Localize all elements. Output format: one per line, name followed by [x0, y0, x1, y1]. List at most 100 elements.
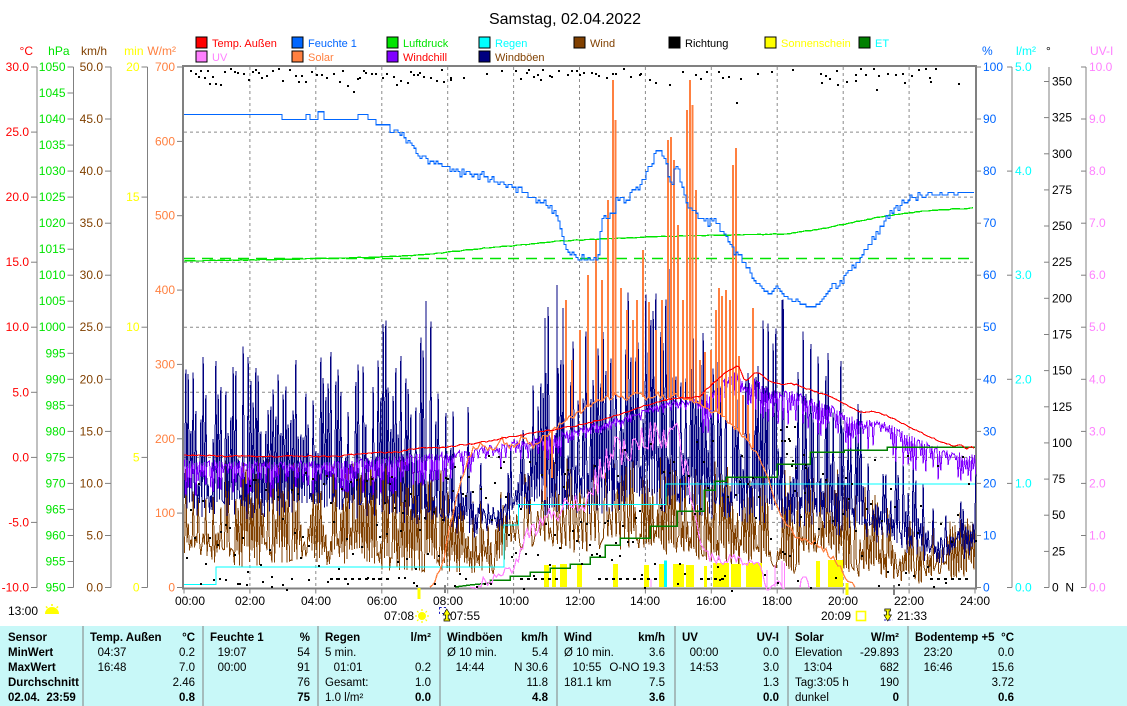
svg-text:955: 955: [45, 555, 65, 569]
svg-text:0.0: 0.0: [1089, 581, 1106, 595]
svg-text:Regen: Regen: [325, 632, 360, 644]
svg-text:50.0: 50.0: [80, 60, 104, 74]
svg-text:l/m²: l/m²: [1016, 44, 1036, 58]
svg-text:UV-I: UV-I: [757, 632, 779, 644]
svg-text:0.0: 0.0: [415, 692, 431, 704]
svg-text:50: 50: [983, 320, 997, 334]
svg-text:00:00: 00:00: [175, 594, 205, 608]
svg-text:Feuchte 1: Feuchte 1: [210, 632, 264, 644]
svg-text:Sensor: Sensor: [8, 632, 48, 644]
svg-text:Temp. Außen: Temp. Außen: [212, 38, 277, 50]
svg-text:1030: 1030: [39, 164, 66, 178]
svg-text:21:33: 21:33: [897, 609, 927, 623]
svg-text:75: 75: [297, 692, 310, 704]
svg-text:°C: °C: [182, 632, 195, 644]
svg-text:25.0: 25.0: [6, 125, 30, 139]
svg-text:14:53: 14:53: [690, 662, 719, 674]
svg-text:20.0: 20.0: [80, 372, 104, 386]
svg-text:190: 190: [880, 677, 899, 689]
svg-text:5.0: 5.0: [1015, 60, 1032, 74]
svg-text:6.0: 6.0: [1089, 268, 1106, 282]
svg-text:16:48: 16:48: [98, 662, 127, 674]
svg-text:km/h: km/h: [521, 632, 548, 644]
svg-text:35.0: 35.0: [80, 216, 104, 230]
svg-text:950: 950: [45, 581, 65, 595]
svg-text:UV: UV: [682, 632, 698, 644]
svg-text:0.8: 0.8: [179, 692, 196, 704]
svg-text:4.0: 4.0: [1089, 372, 1106, 386]
svg-text:01:01: 01:01: [334, 662, 363, 674]
svg-text:960: 960: [45, 529, 65, 543]
svg-text:1.3: 1.3: [763, 677, 779, 689]
svg-text:-29.893: -29.893: [860, 647, 899, 659]
svg-text:km/h: km/h: [638, 632, 665, 644]
svg-text:Richtung: Richtung: [685, 38, 728, 50]
svg-text:3.72: 3.72: [992, 677, 1014, 689]
svg-text:15.0: 15.0: [80, 424, 104, 438]
svg-text:0.2: 0.2: [415, 662, 431, 674]
svg-text:5.0: 5.0: [12, 385, 29, 399]
svg-text:Elevation: Elevation: [795, 647, 842, 659]
svg-text:80: 80: [983, 164, 997, 178]
svg-text:1.0: 1.0: [415, 677, 431, 689]
svg-text:90: 90: [983, 112, 997, 126]
svg-text:970: 970: [45, 476, 65, 490]
svg-text:0.0: 0.0: [763, 647, 779, 659]
svg-text:Windchill: Windchill: [403, 52, 447, 64]
svg-text:10.0: 10.0: [80, 476, 104, 490]
svg-text:70: 70: [983, 216, 997, 230]
svg-text:0.0: 0.0: [1015, 581, 1032, 595]
svg-text:0 N: 0 N: [1052, 581, 1074, 595]
svg-text:275: 275: [1052, 183, 1072, 197]
svg-text:min: min: [124, 44, 143, 58]
svg-text:300: 300: [1052, 147, 1072, 161]
svg-text:75: 75: [1052, 472, 1066, 486]
svg-text:00:00: 00:00: [218, 662, 247, 674]
svg-text:20:00: 20:00: [828, 594, 858, 608]
svg-text:Ø 10 min.: Ø 10 min.: [564, 647, 614, 659]
svg-text:5.4: 5.4: [532, 647, 549, 659]
svg-text:°C: °C: [20, 44, 34, 58]
svg-text:°C: °C: [1001, 632, 1014, 644]
svg-text:1000: 1000: [39, 320, 66, 334]
svg-text:19:07: 19:07: [218, 647, 247, 659]
svg-text:40.0: 40.0: [80, 164, 104, 178]
svg-text:23:20: 23:20: [924, 647, 953, 659]
svg-text:15.0: 15.0: [6, 255, 30, 269]
svg-text:54: 54: [297, 647, 310, 659]
svg-text:12:00: 12:00: [565, 594, 595, 608]
svg-text:400: 400: [155, 283, 175, 297]
svg-text:UV-I: UV-I: [1090, 44, 1113, 58]
svg-text:10.0: 10.0: [1089, 60, 1113, 74]
svg-text:50: 50: [1052, 508, 1066, 522]
svg-text:175: 175: [1052, 328, 1072, 342]
svg-text:91: 91: [297, 662, 310, 674]
svg-text:45.0: 45.0: [80, 112, 104, 126]
svg-text:10: 10: [126, 320, 140, 334]
svg-text:100: 100: [1052, 436, 1072, 450]
svg-text:3.6: 3.6: [649, 647, 665, 659]
svg-text:30: 30: [983, 424, 997, 438]
svg-text:300: 300: [155, 357, 175, 371]
svg-text:3.0: 3.0: [763, 662, 779, 674]
svg-text:Tag:3:05 h: Tag:3:05 h: [795, 677, 849, 689]
svg-text:1010: 1010: [39, 268, 66, 282]
svg-text:10:55: 10:55: [573, 662, 602, 674]
svg-text:O-NO 19.3: O-NO 19.3: [609, 662, 665, 674]
svg-text:Windböen: Windböen: [447, 632, 502, 644]
svg-text:4.8: 4.8: [532, 692, 549, 704]
svg-text:225: 225: [1052, 255, 1072, 269]
svg-text:15: 15: [126, 190, 140, 204]
svg-text:Solar: Solar: [308, 52, 334, 64]
svg-text:04:00: 04:00: [301, 594, 331, 608]
svg-text:250: 250: [1052, 219, 1072, 233]
svg-text:5: 5: [133, 450, 140, 464]
svg-text:1.0: 1.0: [1089, 529, 1106, 543]
svg-text:00:00: 00:00: [690, 647, 719, 659]
svg-text:24:00: 24:00: [960, 594, 990, 608]
svg-text:ET: ET: [875, 38, 889, 50]
svg-text:1045: 1045: [39, 86, 66, 100]
svg-text:20.0: 20.0: [6, 190, 30, 204]
svg-text:30.0: 30.0: [6, 60, 30, 74]
svg-text:Solar: Solar: [795, 632, 824, 644]
